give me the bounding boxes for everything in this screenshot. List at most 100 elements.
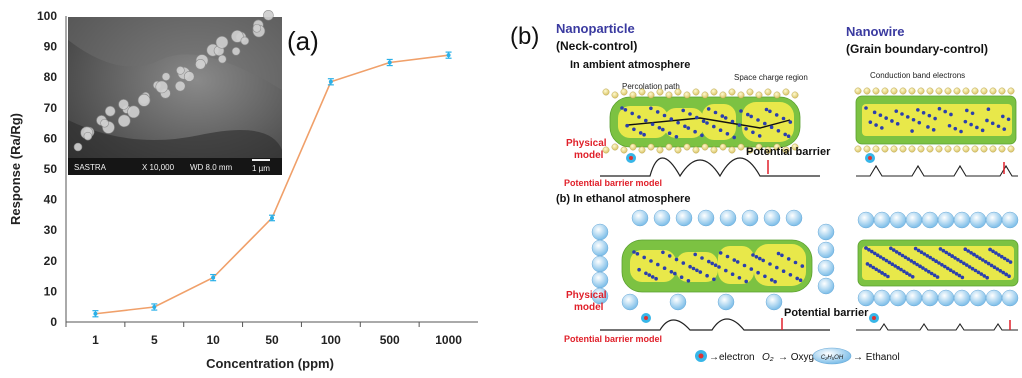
data-point (270, 215, 274, 220)
mechanism-schematic: (b) Nanoparticle (Neck-control) Nanowire… (510, 21, 1019, 365)
panel-b-label: (b) (510, 23, 539, 50)
ethanol-molecule (669, 293, 687, 311)
ethanol-molecule (817, 241, 835, 259)
ethanol-molecule (591, 287, 609, 305)
legend-oxygen: → Oxygen (778, 352, 825, 363)
ethanol-molecule (765, 293, 783, 311)
ethanol-molecule (817, 259, 835, 277)
y-tick-label: 0 (50, 315, 57, 329)
space-charge-region-label: Space charge region (734, 73, 808, 82)
physical-model-label-ethanol: Physical (566, 290, 607, 301)
ethanol-molecule (969, 211, 987, 229)
ethanol-molecule (817, 223, 835, 241)
potential-barrier-model-label-ethanol: Potential barrier model (564, 334, 662, 344)
ethanol-molecule (653, 209, 671, 227)
nanoparticle-title: Nanoparticle (556, 21, 635, 36)
error-bars (92, 51, 452, 318)
ethanol-molecule (719, 209, 737, 227)
ethanol-molecule (937, 289, 955, 307)
ethanol-molecule (675, 209, 693, 227)
ethanol-molecules (591, 209, 1019, 311)
barrier-curve-np-ethanol (600, 318, 830, 331)
y-tick-label: 50 (44, 162, 58, 176)
barrier-curve-np-ambient (600, 157, 820, 178)
y-tick-label: 10 (44, 284, 58, 298)
sem-working-distance: WD 8.0 mm (190, 163, 233, 172)
y-tick-label: 90 (44, 40, 58, 54)
legend-electron: →electron (709, 352, 755, 363)
ethanol-molecule (921, 211, 939, 229)
ethanol-molecule (1001, 211, 1019, 229)
ethanol-molecule (937, 211, 955, 229)
data-point (152, 305, 157, 310)
oxygen-adsorbates-ambient (602, 87, 1015, 154)
schematic-legend: →electron O₂ → Oxygen C₂H₅OH → Ethanol (695, 347, 900, 365)
x-axis-label: Concentration (ppm) (206, 356, 334, 371)
physical-model-label: Physical (566, 138, 607, 149)
ethanol-molecule (1001, 289, 1019, 307)
electron-dots-ethanol-particle (632, 250, 805, 284)
ethanol-legend-icon (812, 347, 852, 365)
ethanol-molecule (969, 289, 987, 307)
data-point (446, 53, 451, 58)
ethanol-molecule (857, 289, 875, 307)
nanowire-title: Nanowire (846, 24, 905, 39)
sem-inset-image: SASTRA X 10,000 WD 8.0 mm 1 µm (68, 9, 282, 175)
legend-ethanol-symbol: C₂H₅OH (821, 355, 844, 361)
sem-label: SASTRA (74, 163, 107, 172)
ethanol-molecule (921, 289, 939, 307)
y-tick-label: 20 (44, 254, 58, 268)
ethanol-molecule (873, 211, 891, 229)
ethanol-molecule (889, 211, 907, 229)
y-tick-label: 70 (44, 101, 58, 115)
ethanol-molecule (985, 211, 1003, 229)
x-tick-label: 1 (92, 333, 99, 347)
legend-ethanol: → Ethanol (853, 352, 900, 363)
y-tick-label: 80 (44, 70, 58, 84)
barrier-curve-nw-ethanol (856, 323, 1018, 331)
data-point (93, 311, 98, 316)
ethanol-molecule (717, 293, 735, 311)
ethanol-molecule (857, 211, 875, 229)
data-markers (93, 53, 451, 316)
ethanol-molecule (591, 271, 609, 289)
nanowire-subtitle: (Grain boundary-control) (846, 42, 988, 56)
ethanol-molecule (953, 289, 971, 307)
ethanol-molecule (905, 211, 923, 229)
electron-dots-ambient-particle (620, 106, 793, 140)
electron-dots-ethanol-wire (864, 246, 1013, 280)
physical-model-label-line2: model (574, 150, 604, 161)
ethanol-molecule (785, 209, 803, 227)
ethanol-molecule (741, 209, 759, 227)
y-tick-label: 30 (44, 223, 58, 237)
ethanol-molecule (953, 211, 971, 229)
y-tick-label: 60 (44, 131, 58, 145)
ethanol-molecule (621, 293, 639, 311)
ethanol-molecule (889, 289, 907, 307)
y-tick-label: 40 (44, 193, 58, 207)
panel-a-label: (a) (287, 26, 319, 56)
potential-barrier-label-ethanol: Potential barrier (784, 307, 869, 319)
ethanol-molecule (985, 289, 1003, 307)
ethanol-molecule (763, 209, 781, 227)
potential-barrier-model-label: Potential barrier model (564, 178, 662, 188)
y-axis-ticks: 0 10 20 30 40 50 60 70 80 90 100 (37, 9, 57, 329)
x-tick-label: 500 (380, 333, 400, 347)
ambient-heading: In ambient atmosphere (570, 59, 690, 71)
ethanol-molecule (817, 277, 835, 295)
ethanol-molecule (591, 239, 609, 257)
x-tick-label: 50 (265, 333, 279, 347)
physical-model-label-ethanol-line2: model (574, 302, 604, 313)
nanoparticle-subtitle: (Neck-control) (556, 39, 637, 53)
x-tick-label: 5 (151, 333, 158, 347)
y-axis-label: Response (Ra/Rg) (8, 113, 23, 225)
data-point (387, 60, 392, 65)
x-axis-ticks: 1 5 10 50 100 500 1000 (65, 322, 462, 347)
ethanol-molecule (905, 289, 923, 307)
ethanol-molecule (697, 209, 715, 227)
data-point (211, 275, 216, 280)
x-tick-label: 100 (321, 333, 341, 347)
ethanol-molecule (591, 223, 609, 241)
